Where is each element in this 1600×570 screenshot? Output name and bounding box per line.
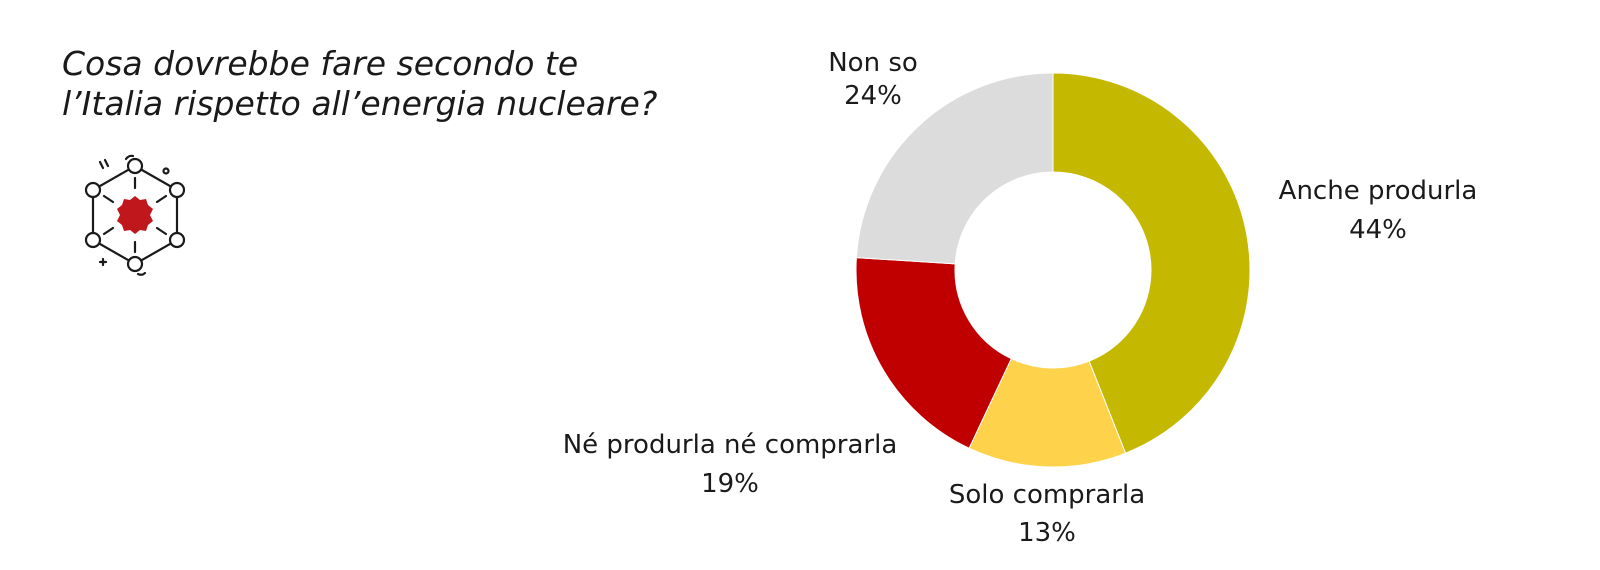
slice-value-ne-produrla-ne-comprarla: 19% xyxy=(701,469,759,499)
question-line-2: l’Italia rispetto all’energia nucleare? xyxy=(62,84,658,123)
nuclear-atom-icon xyxy=(84,154,186,276)
slice-labels: Anche produrla 44% Solo comprarla 13% Né pro… xyxy=(563,48,1478,548)
slice-label-ne-produrla-ne-comprarla: Né produrla né comprarla xyxy=(563,430,898,460)
slice-non-so xyxy=(855,72,1054,265)
slice-label-anche-produrla: Anche produrla xyxy=(1279,176,1478,206)
donut-slices xyxy=(855,72,1251,468)
slice-ne-produrla-ne-comprarla xyxy=(855,257,1012,449)
question-line-1: Cosa dovrebbe fare secondo te xyxy=(62,44,579,83)
slice-value-anche-produrla: 44% xyxy=(1349,215,1407,245)
slice-anche-produrla xyxy=(1052,72,1251,454)
slice-value-non-so: 24% xyxy=(844,81,902,111)
question-title: Cosa dovrebbe fare secondo te l’Italia r… xyxy=(62,44,762,124)
slice-value-solo-comprarla: 13% xyxy=(1018,518,1076,548)
slice-label-solo-comprarla: Solo comprarla xyxy=(949,480,1145,510)
slice-label-non-so: Non so xyxy=(828,48,918,78)
